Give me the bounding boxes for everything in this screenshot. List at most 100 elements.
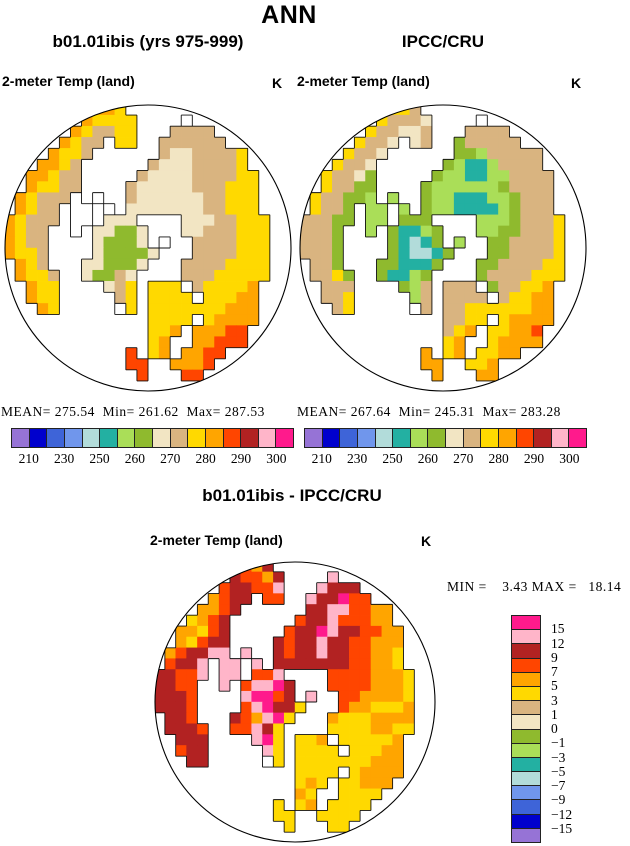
model-panel-title: b01.01ibis (yrs 975-999) [52,32,244,51]
diff-polar-map [154,561,436,843]
colorbar-tick-label: 250 [382,451,403,466]
colorbar-cell [187,428,206,448]
colorbar-tick-label: 290 [523,451,545,466]
colorbar-cell [134,428,153,448]
colorbar-cell [511,728,541,744]
colorbar-tick-label: 9 [551,649,558,665]
colorbar-cell [511,813,541,829]
diff-variable-label: 2-meter Temp (land) [150,532,283,548]
colorbar-tick-label: −15 [551,820,573,836]
colorbar-cell [511,629,541,645]
colorbar-tick-label: −7 [551,778,566,793]
model-colorbar-labels: 210 230 250 260 270 280 290 300 [11,451,294,466]
colorbar-cell [99,428,118,448]
colorbar-tick-label: 300 [559,451,580,466]
colorbar-cell [480,428,499,448]
colorbar-tick-label: 210 [18,451,39,466]
colorbar-tick-label: −3 [551,749,566,765]
colorbar-cell [568,428,587,448]
colorbar-tick-label: 210 [311,451,332,466]
model-colorbar [11,428,294,448]
colorbar-tick-label: −9 [551,792,566,808]
colorbar-cell [321,428,341,448]
obs-polar-map [299,104,587,392]
obs-units-label: K [571,75,582,91]
colorbar-tick-label: 7 [551,664,558,679]
colorbar-cell [511,742,541,758]
colorbar-cell [304,428,323,448]
colorbar-cell [511,700,541,716]
colorbar-cell [46,428,65,448]
colorbar-cell [240,428,259,448]
colorbar-tick-label: 12 [551,635,565,651]
model-stats: MEAN= 275.54 Min= 261.62 Max= 287.53 [1,404,265,419]
colorbar-tick-label: 1 [551,706,558,722]
colorbar-tick-label: 5 [551,678,558,694]
colorbar-cell [511,799,541,815]
colorbar-cell [445,428,464,448]
colorbar-cell [392,428,411,448]
colorbar-tick-label: −1 [551,735,566,751]
colorbar-tick-label: 230 [53,451,75,466]
colorbar-cell [409,428,429,448]
colorbar-tick-label: 230 [346,451,368,466]
model-units-label: K [272,75,283,91]
model-polar-map [4,104,292,392]
colorbar-cell [511,756,541,773]
colorbar-cell [511,827,541,843]
colorbar-cell [550,428,570,448]
colorbar-cell [169,428,189,448]
colorbar-tick-label: −5 [551,763,566,779]
colorbar-cell [515,428,535,448]
colorbar-cell [374,428,394,448]
figure-title: ANN [261,1,317,29]
diff-units-label: K [421,533,432,549]
colorbar-cell [222,428,242,448]
obs-colorbar [304,428,587,448]
colorbar-cell [28,428,48,448]
obs-colorbar-labels: 210 230 250 260 270 280 290 300 [304,451,587,466]
colorbar-cell [11,428,30,448]
colorbar-tick-label: 260 [417,451,438,466]
colorbar-cell [497,428,517,448]
colorbar-tick-label: 290 [230,451,252,466]
colorbar-cell [427,428,446,448]
colorbar-tick-label: 280 [488,451,509,466]
colorbar-cell [511,685,541,702]
colorbar-cell [511,657,541,673]
diff-panel-title: b01.01ibis - IPCC/CRU [202,486,382,505]
obs-panel-title: IPCC/CRU [401,32,485,51]
colorbar-cell [511,785,541,801]
diff-colorbar [511,615,541,843]
colorbar-cell [511,615,541,631]
colorbar-cell [511,671,541,687]
colorbar-tick-label: 0 [551,721,558,736]
model-variable-label: 2-meter Temp (land) [2,73,135,89]
colorbar-tick-label: −12 [551,806,573,822]
colorbar-tick-label: 270 [453,451,474,466]
obs-variable-label: 2-meter Temp (land) [297,73,430,89]
colorbar-cell [63,428,83,448]
colorbar-tick-label: 3 [551,692,558,708]
colorbar-tick-label: 250 [89,451,110,466]
colorbar-cell [511,714,541,730]
colorbar-tick-label: 15 [551,621,565,637]
colorbar-cell [116,428,136,448]
colorbar-cell [152,428,171,448]
colorbar-tick-label: 260 [124,451,145,466]
colorbar-cell [81,428,101,448]
colorbar-cell [339,428,358,448]
obs-stats: MEAN= 267.64 Min= 245.31 Max= 283.28 [297,404,561,419]
colorbar-cell [462,428,482,448]
colorbar-cell [356,428,376,448]
colorbar-tick-label: 300 [266,451,287,466]
colorbar-cell [257,428,277,448]
colorbar-cell [533,428,552,448]
colorbar-cell [204,428,224,448]
diff-stats: MIN = 3.43 MAX = 18.14 [447,579,622,594]
colorbar-tick-label: 280 [195,451,216,466]
colorbar-cell [511,643,541,659]
diff-colorbar-labels: 15 12 9 7 5 3 1 0 −1 −3 −5 −7 −9 −12 −15 [549,615,593,846]
colorbar-tick-label: 270 [160,451,181,466]
